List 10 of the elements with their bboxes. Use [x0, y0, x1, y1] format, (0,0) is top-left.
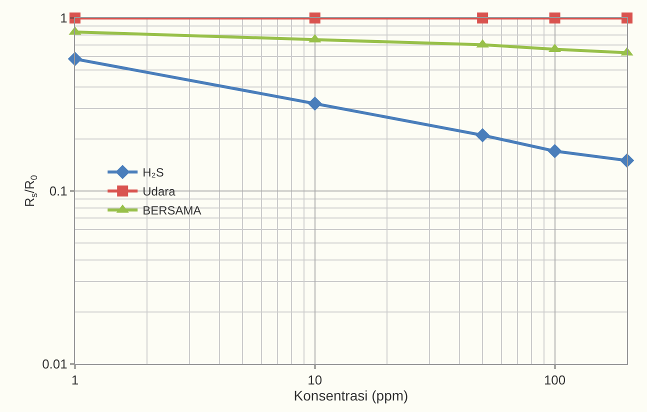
x-tick-label: 10	[308, 372, 322, 388]
legend-label: H₂S	[142, 166, 164, 180]
y-tick-label: 0.1	[49, 184, 68, 199]
x-axis-title: Konsentrasi (ppm)	[294, 388, 408, 404]
legend-label: BERSAMA	[142, 204, 202, 218]
x-tick-label: 1	[71, 372, 79, 388]
y-tick-label: 0.01	[42, 356, 68, 372]
x-tick-label: 100	[544, 372, 566, 388]
y-tick-label: 1	[60, 10, 68, 26]
legend-label: Udara	[142, 184, 176, 199]
